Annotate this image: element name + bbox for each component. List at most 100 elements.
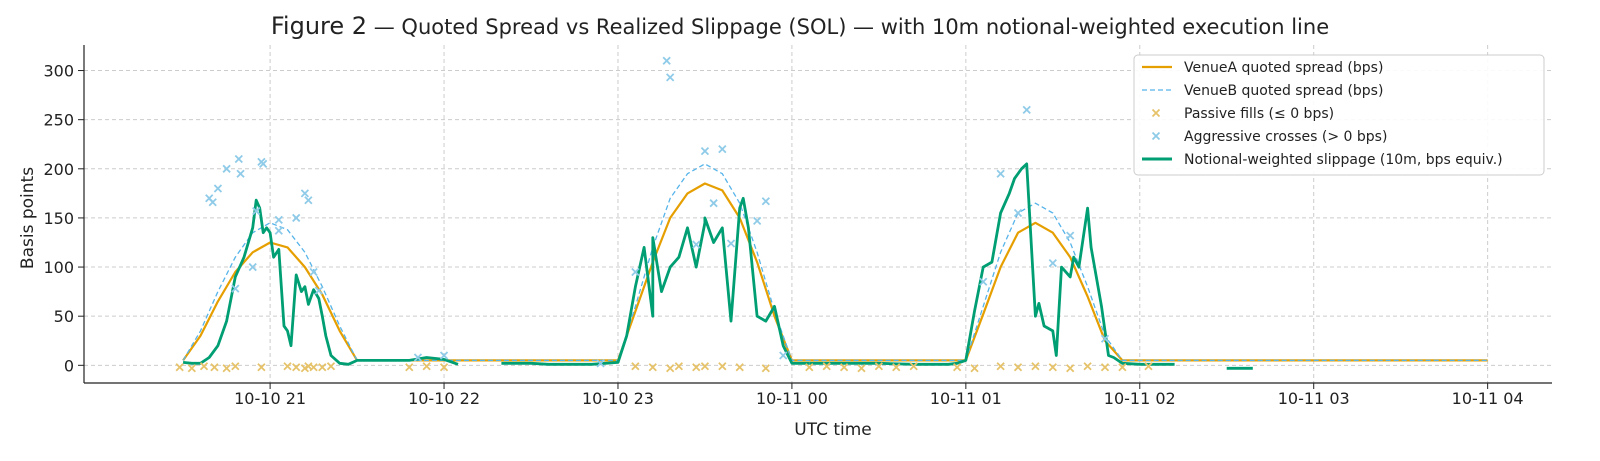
aggressive-cross-marker: [252, 206, 261, 216]
passive-fill-marker: [892, 363, 901, 372]
aggressive-cross-marker: [274, 226, 283, 235]
x-tick-label: 10-11 03: [1278, 389, 1350, 408]
passive-fill-marker: [283, 362, 292, 371]
y-tick-label: 100: [43, 258, 74, 277]
x-tick-label: 10-11 02: [1104, 389, 1176, 408]
passive-fill-marker: [996, 362, 1005, 371]
passive-fill-marker: [674, 362, 683, 371]
aggressive-cross-marker: [1100, 334, 1110, 343]
aggressive-cross-marker: [761, 197, 770, 206]
legend-box: [1133, 54, 1545, 176]
aggressive-cross-marker: [996, 169, 1005, 178]
aggressive-cross-marker: [709, 199, 718, 208]
passive-fill-marker: [857, 364, 866, 373]
x-tick-label: 10-11 04: [1452, 389, 1524, 408]
aggressive-cross-marker: [726, 239, 736, 248]
aggressive-cross-marker: [274, 215, 283, 225]
marker-layer: [175, 56, 1153, 373]
passive-fill-marker: [292, 363, 301, 372]
legend-item: Notional-weighted slippage (10m, bps equ…: [1142, 152, 1503, 168]
x-tick-label: 10-10 23: [582, 389, 654, 408]
aggressive-cross-marker: [439, 351, 449, 360]
weighted-slippage-line: [182, 198, 459, 366]
svg-text:Figure 2 — Quoted Spread vs Re: Figure 2 — Quoted Spread vs Realized Sli…: [271, 12, 1329, 40]
passive-fill-marker: [805, 363, 814, 372]
aggressive-cross-marker: [248, 262, 257, 272]
y-tick-label: 150: [43, 209, 74, 228]
passive-fill-marker: [839, 363, 849, 372]
legend-label: Passive fills (≤ 0 bps): [1184, 106, 1334, 122]
venuea-spread-line: [182, 182, 1488, 362]
passive-fill-marker: [309, 363, 318, 372]
passive-fill-marker: [1048, 363, 1057, 372]
legend-item: Aggressive crosses (> 0 bps): [1151, 129, 1387, 145]
passive-fill-marker: [970, 364, 979, 373]
passive-fill-marker: [405, 363, 414, 372]
y-tick-label: 300: [43, 62, 74, 81]
legend-item: Passive fills (≤ 0 bps): [1151, 106, 1334, 122]
aggressive-cross-marker: [979, 277, 988, 286]
venueb-spread-line: [182, 163, 1488, 362]
x-axis-label: UTC time: [794, 420, 872, 440]
legend-marker-icon: [1151, 131, 1161, 141]
legend-item: VenueB quoted spread (bps): [1142, 83, 1383, 99]
y-tick-label: 200: [43, 160, 74, 179]
passive-fill-marker: [1031, 362, 1040, 371]
passive-fill-marker: [1013, 363, 1023, 372]
weighted-slippage-line: [501, 196, 810, 366]
x-tick-label: 10-11 00: [756, 389, 828, 408]
aggressive-cross-marker: [631, 267, 640, 277]
aggressive-cross-marker: [314, 286, 323, 295]
aggressive-cross-marker: [292, 213, 301, 223]
aggressive-cross-marker: [234, 154, 243, 164]
aggressive-cross-marker: [718, 145, 727, 154]
aggressive-cross-marker: [1013, 208, 1023, 218]
passive-fill-marker: [1118, 363, 1127, 372]
y-axis-label: Basis points: [18, 167, 38, 269]
aggressive-cross-marker: [259, 159, 268, 169]
passive-fill-marker: [318, 363, 327, 372]
aggressive-cross-marker: [1022, 105, 1031, 114]
x-tick-label: 10-10 21: [234, 389, 306, 408]
aggressive-cross-marker: [213, 184, 223, 193]
legend-label: VenueB quoted spread (bps): [1184, 83, 1383, 99]
legend-marker-icon: [1151, 108, 1161, 118]
aggressive-cross-marker: [231, 284, 240, 293]
passive-fill-marker: [909, 362, 918, 371]
passive-fill-marker: [735, 363, 744, 372]
chart-title-prefix: Figure 2: [271, 12, 367, 40]
passive-fill-marker: [1144, 362, 1153, 371]
passive-fill-marker: [700, 362, 710, 371]
series-layer: [182, 162, 1488, 370]
aggressive-cross-marker: [236, 169, 245, 178]
passive-fill-marker: [210, 363, 219, 372]
aggressive-cross-marker: [666, 73, 675, 82]
aggressive-cross-marker: [1048, 258, 1057, 268]
passive-fill-marker: [422, 362, 431, 371]
passive-fill-marker: [175, 363, 184, 372]
passive-fill-marker: [326, 362, 336, 371]
legend-label: VenueA quoted spread (bps): [1184, 60, 1383, 76]
passive-fill-marker: [1100, 363, 1110, 372]
passive-fill-marker: [1066, 364, 1075, 373]
aggressive-cross-marker: [309, 267, 318, 277]
aggressive-cross-marker: [304, 196, 313, 205]
passive-fill-marker: [718, 362, 727, 371]
axes-layer: 10-10 21 10-10 22 10-10 23 10-11 00 10-11 01…: [43, 45, 1552, 408]
aggressive-cross-marker: [596, 359, 605, 368]
x-tick-label: 10-11 01: [930, 389, 1002, 408]
chart-legend: VenueA quoted spread (bps) VenueB quoted …: [1133, 54, 1545, 176]
weighted-slippage-line: [809, 162, 1175, 366]
y-tick-label: 0: [64, 356, 74, 375]
aggressive-cross-marker: [1066, 231, 1075, 240]
aggressive-cross-marker: [413, 353, 423, 362]
aggressive-cross-marker: [222, 164, 231, 173]
passive-fill-marker: [648, 363, 657, 372]
passive-fill-marker: [692, 363, 701, 372]
passive-fill-marker: [222, 364, 231, 373]
chart-title-text: — Quoted Spread vs Realized Slippage (SO…: [367, 15, 1329, 39]
chart-title: Figure 2 — Quoted Spread vs Realized Sli…: [271, 12, 1329, 40]
aggressive-cross-marker: [208, 198, 217, 207]
passive-fill-marker: [953, 363, 962, 372]
